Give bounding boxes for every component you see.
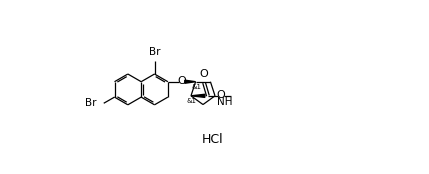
Text: &1: &1 bbox=[191, 84, 201, 90]
Polygon shape bbox=[191, 94, 205, 97]
Text: HCl: HCl bbox=[202, 133, 224, 146]
Text: Br: Br bbox=[85, 98, 97, 108]
Text: Br: Br bbox=[149, 47, 160, 57]
Text: O: O bbox=[216, 90, 225, 100]
Polygon shape bbox=[185, 80, 196, 83]
Text: O: O bbox=[199, 69, 208, 79]
Text: O: O bbox=[177, 76, 186, 86]
Text: NH: NH bbox=[218, 97, 233, 107]
Text: &1: &1 bbox=[187, 98, 197, 104]
